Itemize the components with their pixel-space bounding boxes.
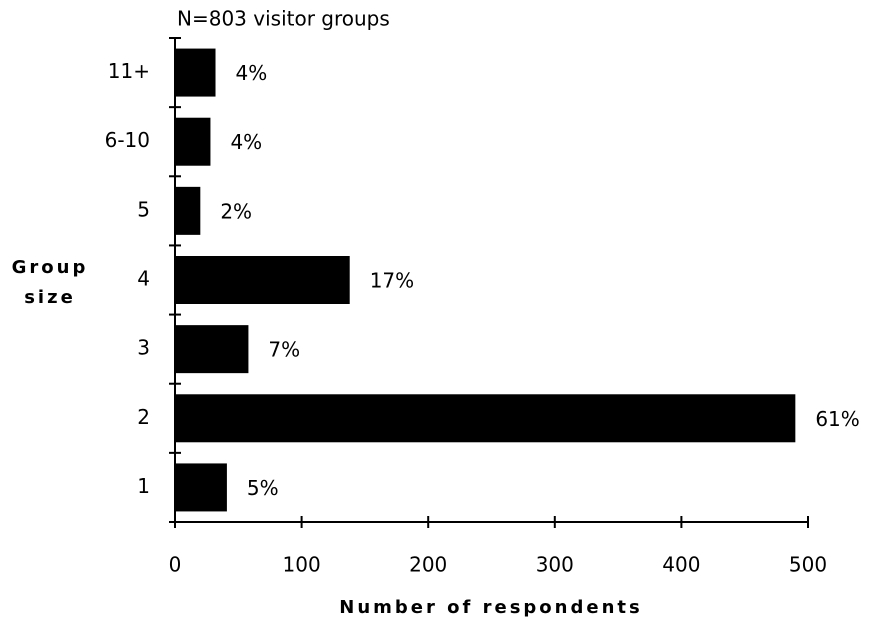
y-tick-label: 4 xyxy=(137,267,150,291)
bar xyxy=(175,463,227,512)
value-label: 5% xyxy=(247,476,279,500)
x-tick-label: 200 xyxy=(409,553,447,577)
value-label: 4% xyxy=(230,130,262,154)
y-tick-label: 3 xyxy=(137,336,150,360)
value-label: 7% xyxy=(268,338,300,362)
bar xyxy=(175,48,216,97)
value-label: 17% xyxy=(370,269,414,293)
y-tick-label: 2 xyxy=(137,405,150,429)
x-tick-label: 0 xyxy=(169,553,182,577)
bar xyxy=(175,186,201,235)
bar xyxy=(175,394,796,443)
x-axis-label: Number of respondents xyxy=(339,597,642,618)
x-tick-label: 500 xyxy=(789,553,827,577)
value-label: 61% xyxy=(815,407,859,431)
x-tick-label: 300 xyxy=(536,553,574,577)
value-label: 4% xyxy=(236,61,268,85)
chart-title: N=803 visitor groups xyxy=(177,7,390,31)
x-tick-label: 100 xyxy=(283,553,321,577)
bar xyxy=(175,256,350,304)
x-tick-label: 400 xyxy=(662,553,700,577)
bar xyxy=(175,117,211,166)
y-tick-label: 11+ xyxy=(108,59,150,83)
value-label: 2% xyxy=(220,199,252,223)
y-axis-label: Group size xyxy=(12,257,89,308)
y-tick-label: 1 xyxy=(137,474,150,498)
y-tick-label: 5 xyxy=(137,197,150,221)
y-tick-label: 6-10 xyxy=(105,128,150,152)
bar xyxy=(175,325,249,374)
